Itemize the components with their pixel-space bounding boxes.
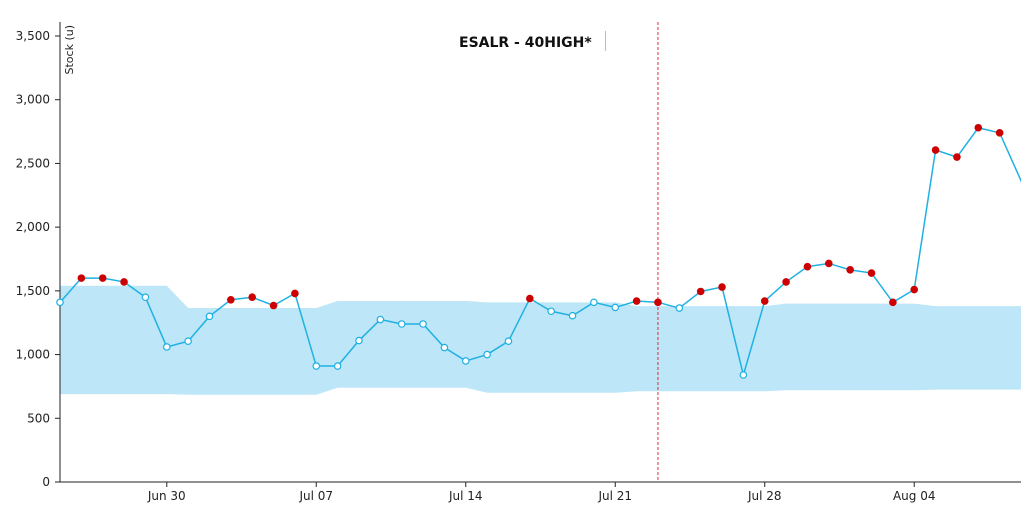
data-point [98, 274, 107, 282]
data-point [269, 301, 278, 310]
data-point [397, 320, 406, 328]
data-point [953, 153, 961, 161]
data-point [77, 274, 86, 282]
data-point [654, 298, 662, 307]
data-point [547, 307, 555, 316]
x-tick-label: Jul 28 [747, 489, 782, 503]
data-point [760, 297, 769, 305]
target-band-area [60, 285, 1021, 395]
data-point [56, 298, 64, 307]
y-axis-title: Stock (u) [63, 25, 76, 75]
data-point [333, 362, 342, 370]
data-point [141, 293, 150, 302]
data-point [846, 266, 854, 274]
axes [59, 22, 1021, 483]
data-point [782, 278, 790, 286]
chart-title: ESALR - 40HIGH* [459, 35, 592, 51]
data-point [696, 287, 705, 296]
chart-title-box [452, 30, 606, 52]
y-tick-label: 1,500 [16, 284, 50, 298]
y-ticks: 0 500 1,000 1,500 2,000 2,500 3,000 3,500 [16, 29, 60, 489]
data-point [889, 298, 897, 307]
data-point [205, 312, 214, 321]
data-point [291, 289, 299, 298]
data-point [824, 259, 833, 268]
data-point [526, 294, 534, 303]
x-tick-label: Jun 30 [147, 489, 186, 503]
data-point [440, 343, 449, 352]
data-point [504, 337, 513, 345]
data-point [227, 295, 235, 304]
data-point [739, 371, 748, 379]
data-point [803, 262, 812, 271]
data-point [867, 269, 876, 277]
data-point [718, 283, 726, 291]
data-point [931, 146, 940, 154]
y-tick-label: 0 [42, 475, 50, 489]
data-point [376, 315, 385, 324]
y-tick-label: 2,000 [16, 220, 50, 234]
x-tick-label: Jul 07 [298, 489, 333, 503]
stock-points [56, 123, 1004, 379]
x-tick-label: Jul 14 [448, 489, 483, 503]
y-tick-label: 1,000 [16, 348, 50, 362]
x-tick-label: Jul 21 [597, 489, 632, 503]
data-point [611, 303, 620, 312]
y-tick-label: 500 [27, 411, 50, 425]
data-point [910, 285, 919, 294]
data-point [974, 123, 983, 132]
target-band [60, 285, 1021, 395]
data-point [120, 278, 128, 286]
y-tick-label: 2,500 [16, 156, 50, 170]
data-point [419, 320, 427, 328]
data-point [461, 357, 470, 365]
data-point [675, 304, 684, 312]
data-point [590, 298, 598, 307]
data-point [312, 362, 321, 370]
x-tick-label: Aug 04 [893, 489, 936, 503]
y-tick-label: 3,500 [16, 29, 50, 43]
data-point [483, 350, 491, 359]
data-point [995, 129, 1004, 137]
data-point [162, 343, 171, 351]
data-point [184, 337, 192, 345]
data-point [248, 293, 257, 302]
data-point [568, 311, 577, 320]
data-point [355, 336, 363, 345]
x-ticks: Jun 30 Jul 07 Jul 14 Jul 21 Jul 28 Aug 04 [147, 482, 936, 503]
data-point [632, 297, 641, 305]
y-tick-label: 3,000 [16, 93, 50, 107]
